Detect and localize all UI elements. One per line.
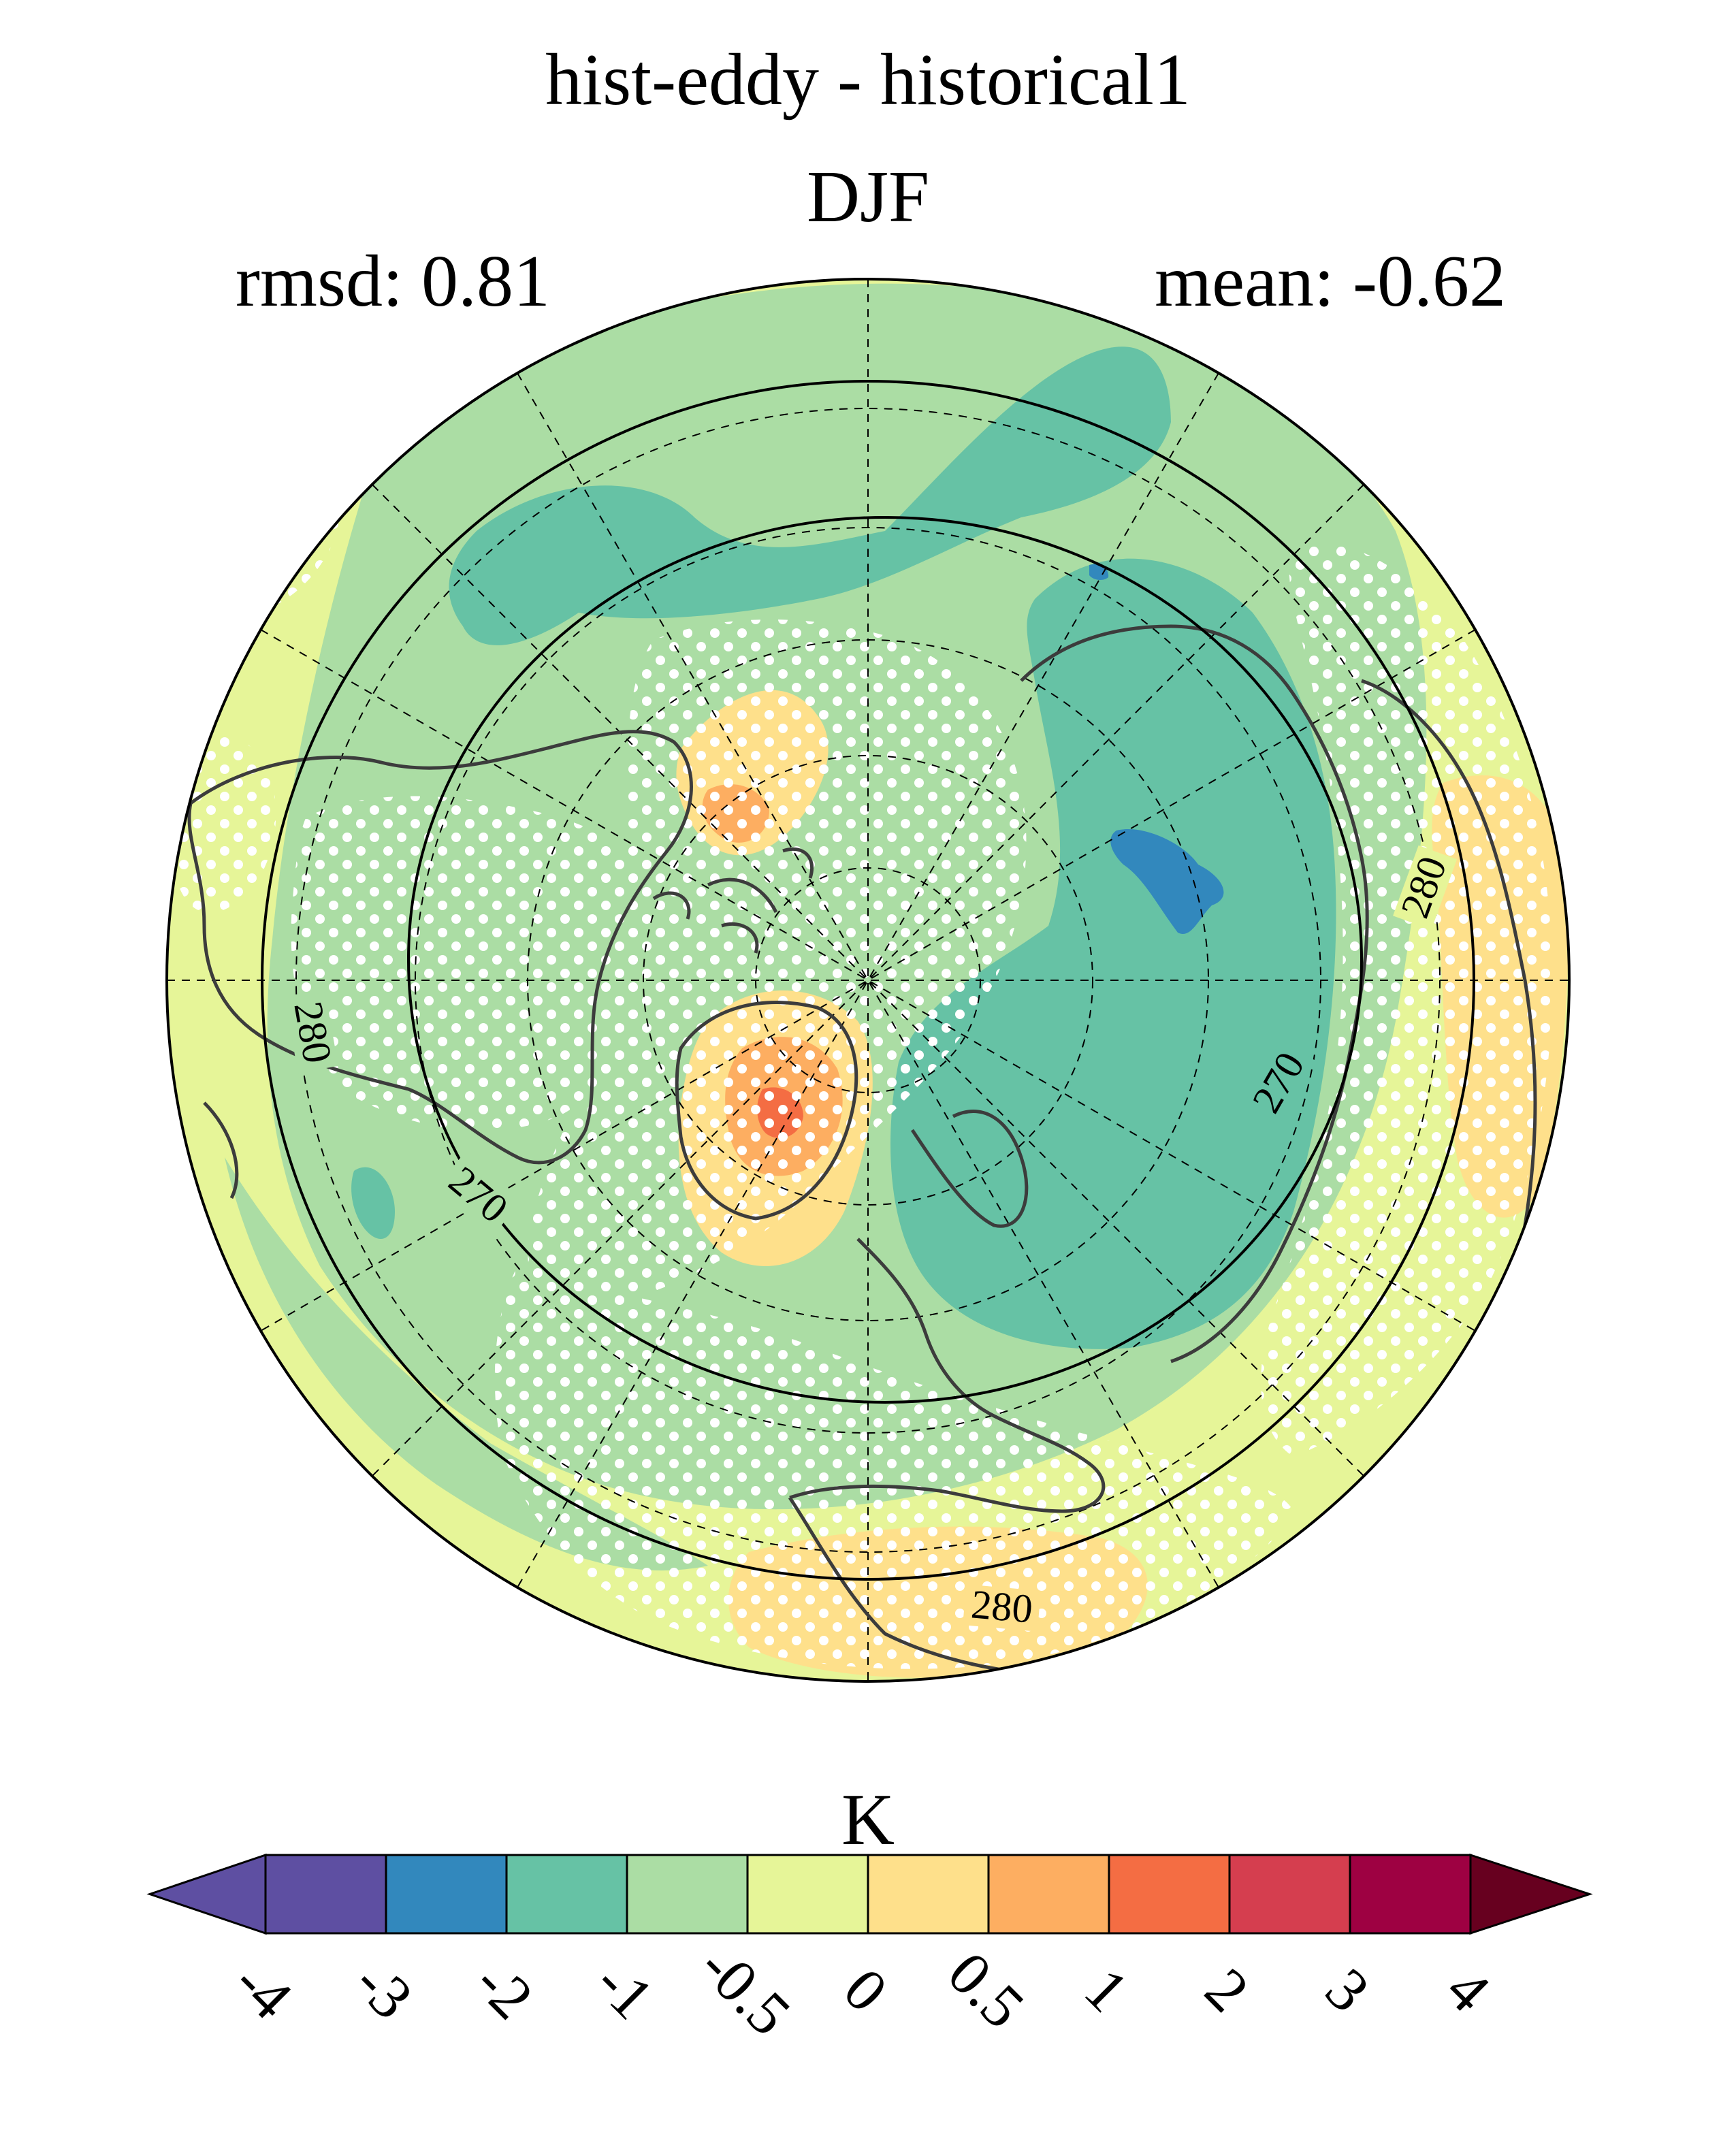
- colorbar-tick-label: 0: [831, 1956, 900, 2025]
- coast-asia: [1020, 624, 1369, 1363]
- coast-greenland: [675, 1001, 858, 1221]
- figure-title: hist-eddy - historical1: [545, 39, 1191, 120]
- stippling-north-america: [291, 796, 670, 1131]
- contour-label-280-west: 280: [285, 998, 340, 1066]
- colorbar-tick-label: 3: [1313, 1956, 1382, 2025]
- field-neg1-north-pacific: [449, 346, 1171, 645]
- colorbar-tick-label: -3: [342, 1948, 425, 2032]
- contour-label-280-south: 280: [969, 1581, 1034, 1632]
- colorbar-unit: K: [841, 1779, 895, 1860]
- coast-europe: [789, 1238, 1106, 1513]
- colorbar-tick-label: 4: [1433, 1956, 1502, 2025]
- rmsd-label: rmsd: 0.81: [236, 241, 551, 322]
- colorbar-segment: [1228, 1854, 1351, 1935]
- colorbar-tick-label: -1: [583, 1948, 666, 2032]
- contour-280-outer: [261, 380, 1475, 1581]
- colorbar-segment: [987, 1854, 1110, 1935]
- colorbar-tick-label: 2: [1192, 1956, 1261, 2025]
- contour-270-inner: [407, 516, 1363, 1404]
- field-neg1-siberia: [890, 558, 1336, 1349]
- colorbar-tick-label: -0.5: [687, 1932, 803, 2048]
- colorbar-segment: [746, 1854, 869, 1935]
- colorbar-tick-label: 0.5: [935, 1939, 1037, 2042]
- colorbar-segment: [626, 1854, 749, 1935]
- field-neg1-small-pacific: [351, 1167, 395, 1239]
- field-neg2-siberia: [1110, 829, 1224, 934]
- coast-scandinavia: [910, 1110, 1029, 1228]
- colorbar-segment: [505, 1854, 628, 1935]
- colorbar-arrow-high: [1469, 1853, 1593, 1935]
- coast-pacific-islands: [203, 1101, 239, 1199]
- season-label: DJF: [806, 157, 930, 238]
- colorbar-tick-label: -2: [462, 1948, 546, 2032]
- mean-label: mean: -0.62: [1155, 241, 1506, 322]
- colorbar-segments: [146, 1853, 1593, 1935]
- colorbar-segment: [1108, 1854, 1231, 1935]
- colorbar-segment: [264, 1854, 387, 1935]
- field-neg05-atlantic-band: [225, 1157, 708, 1571]
- colorbar-segment: [1349, 1854, 1472, 1935]
- polar-map: 280 280 270 270 280: [165, 278, 1571, 1683]
- map-border: [165, 278, 1571, 1683]
- colorbar-tick-label: 1: [1072, 1956, 1141, 2025]
- coast-north-america: [187, 730, 693, 1165]
- coast-arctic-archipelago: [652, 847, 814, 954]
- colorbar-ticks: -4 -3 -2 -1 -0.5 0 0.5 1 2 3 4: [221, 1932, 1502, 2048]
- colorbar-segment: [867, 1854, 990, 1935]
- colorbar-segment: [385, 1854, 508, 1935]
- climatology-contours: [261, 380, 1475, 1581]
- colorbar-tick-label: -4: [221, 1948, 305, 2032]
- stippling-arctic-atlantic: [527, 619, 1027, 1308]
- graticule-meridians: [167, 279, 1569, 1681]
- colorbar-arrow-low: [146, 1853, 267, 1935]
